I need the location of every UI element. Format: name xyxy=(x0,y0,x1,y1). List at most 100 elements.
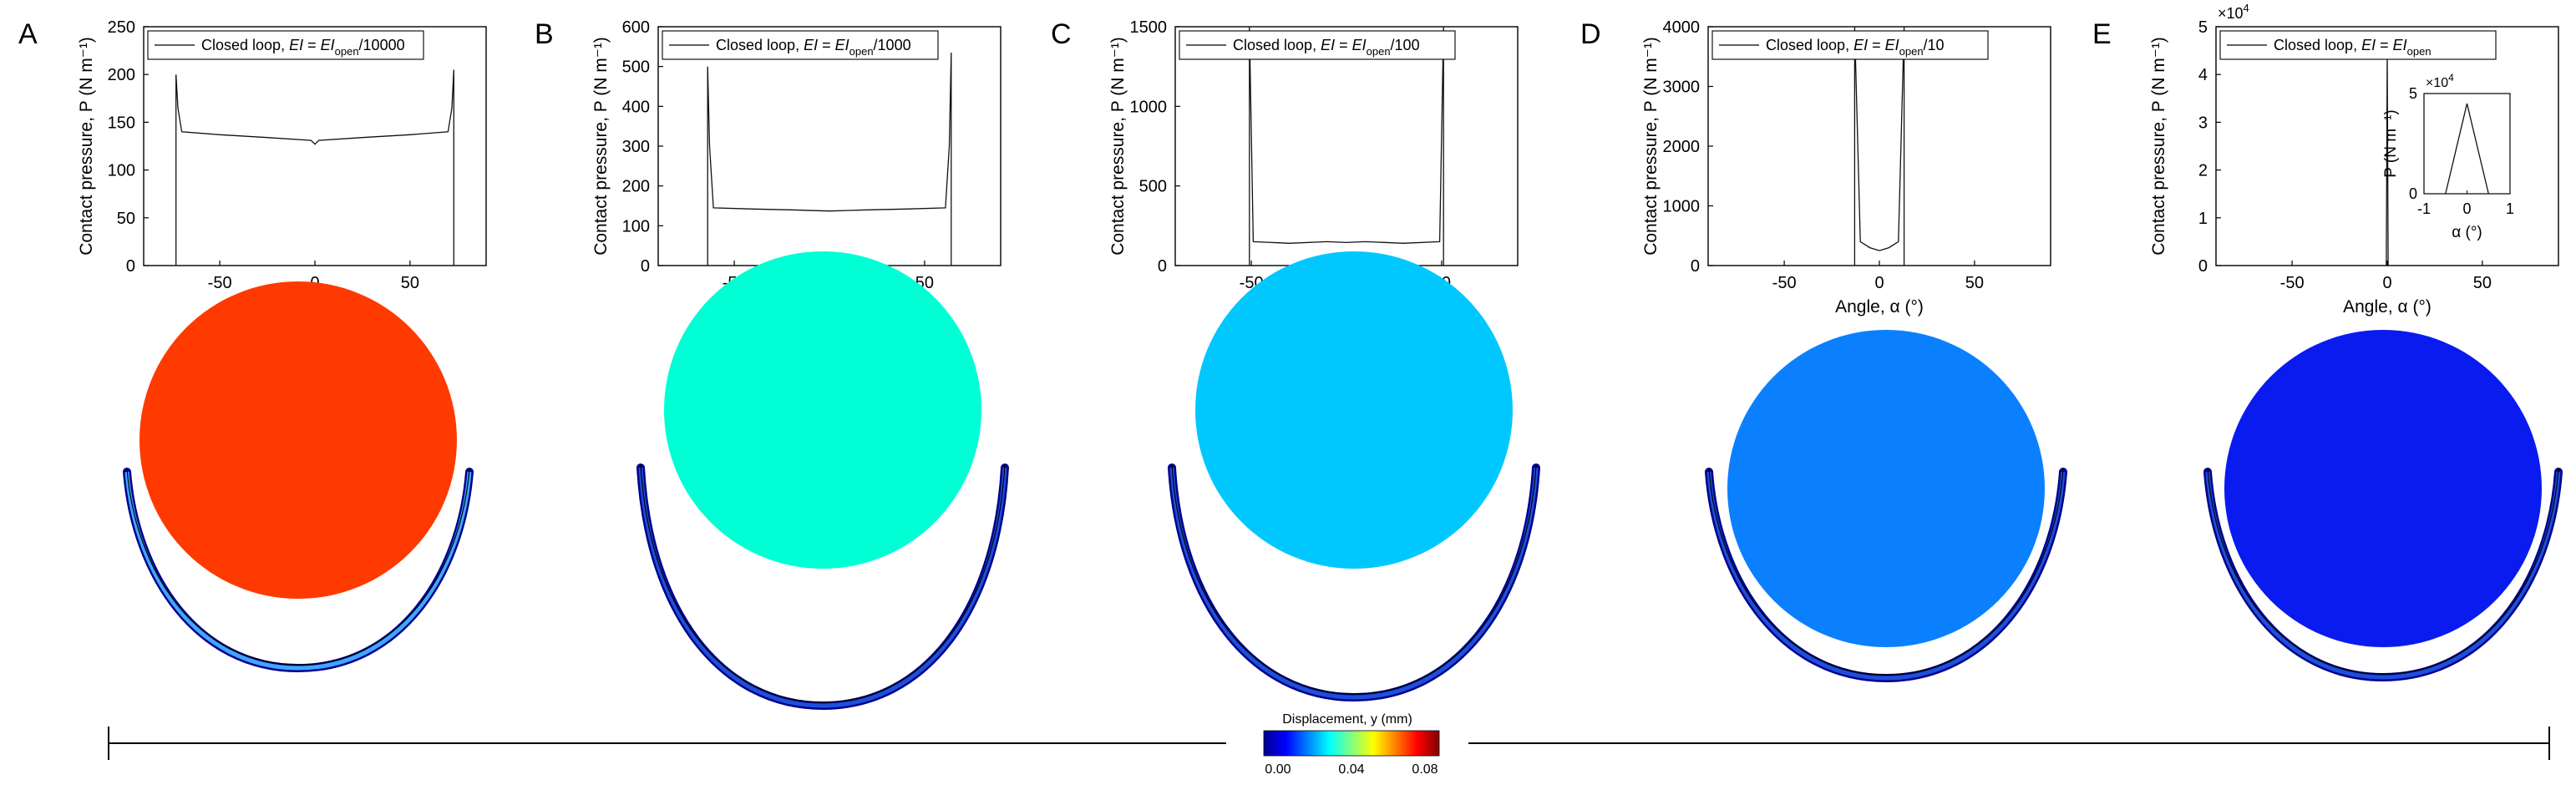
disk xyxy=(2224,330,2542,647)
disk xyxy=(664,251,981,569)
panel-letter: E xyxy=(2092,18,2112,50)
legend-part: /100 xyxy=(1391,37,1420,53)
disk-drawing-B xyxy=(636,251,1009,711)
y-axis-label: Contact pressure, P (N m⁻¹) xyxy=(2149,37,2168,256)
legend-part: EI xyxy=(835,37,849,53)
y-tick-label: 1000 xyxy=(1130,98,1168,116)
disk-drawing-D xyxy=(1705,330,2067,683)
legend: Closed loop, EI = EIopen/10 xyxy=(1711,30,1989,60)
y-tick-label: 400 xyxy=(622,98,650,116)
data-line-D xyxy=(1853,26,1905,266)
x-tick-label: 50 xyxy=(401,274,419,292)
y-tick-label: 600 xyxy=(622,18,650,37)
disk-drawing-E xyxy=(2203,330,2563,682)
legend-part: Closed loop, xyxy=(716,37,804,53)
y-tick-label: 500 xyxy=(1139,178,1167,196)
legend-part: EI xyxy=(2393,37,2407,53)
colorbar-tick-label: 0.04 xyxy=(1338,762,1364,777)
legend-label: Closed loop, EI = EIopen/1000 xyxy=(716,37,911,58)
trough-edge xyxy=(2207,468,2559,675)
x-tick-label: 50 xyxy=(2473,274,2492,292)
y-tick-label: 0 xyxy=(1691,257,1700,276)
panel-letter: B xyxy=(535,18,554,50)
data-line-B xyxy=(707,52,952,266)
legend-part: EI xyxy=(289,37,303,53)
inset-x-label: α (°) xyxy=(2452,224,2482,241)
inset-multiplier-exp: 4 xyxy=(2448,72,2454,84)
panel-D: D 0 1000 2000 3000 4000 -50 0 50 Angle, α (°) Cont… xyxy=(1580,18,2051,317)
x-axis-label: Angle, α (°) xyxy=(2343,297,2431,317)
legend-part: EI xyxy=(1853,37,1868,53)
inset-multiplier: ×104 xyxy=(2426,72,2454,90)
legend: Closed loop, EI = EIopen/100 xyxy=(1179,30,1456,60)
x-tick-label: -50 xyxy=(1772,274,1797,292)
y-axis-label: Contact pressure, P (N m⁻¹) xyxy=(1641,37,1661,256)
y-tick-label: 0 xyxy=(126,257,135,276)
trough-inner xyxy=(1169,467,1539,700)
y-axis-label: Contact pressure, P (N m⁻¹) xyxy=(1108,37,1128,256)
panel-letter: A xyxy=(18,18,38,50)
legend-part: = xyxy=(2376,37,2393,53)
y-tick-label: 2000 xyxy=(1663,138,1701,156)
legend-part: EI xyxy=(2361,37,2376,53)
legend-part: Closed loop, xyxy=(1233,37,1321,53)
legend-part: /10 xyxy=(1924,37,1945,53)
disk xyxy=(1195,251,1513,569)
inset-line xyxy=(2445,103,2489,195)
data-line-A xyxy=(175,69,454,266)
y-tick-label: 300 xyxy=(622,138,650,156)
y-axis-label: Contact pressure, P (N m⁻¹) xyxy=(77,37,96,256)
trough-inner xyxy=(124,471,472,671)
legend-part: EI xyxy=(1321,37,1335,53)
disk xyxy=(139,281,457,599)
legend-part: Closed loop, xyxy=(2274,37,2361,53)
colorbar-tick-label: 0.08 xyxy=(1412,762,1438,777)
legend-part: Closed loop, xyxy=(201,37,289,53)
legend-part: = xyxy=(1335,37,1352,53)
x-tick-label: 50 xyxy=(1965,274,1984,292)
legend-part: /1000 xyxy=(874,37,911,53)
y-multiplier-exp: 4 xyxy=(2244,2,2249,14)
y-tick-label: 0 xyxy=(2198,257,2208,276)
y-tick-label: 1 xyxy=(2198,210,2208,228)
legend-label: Closed loop, EI = EIopen/100 xyxy=(1233,37,1420,58)
x-tick-label: -50 xyxy=(208,274,232,292)
colorbar-tick-label: 0.00 xyxy=(1265,762,1291,777)
data-line-C xyxy=(1249,26,1444,266)
legend-part: = xyxy=(303,37,321,53)
legend-part: EI xyxy=(1352,37,1367,53)
trough-edge xyxy=(1171,463,1537,695)
inset-x-tick-label: 0 xyxy=(2462,200,2471,217)
trough-edge xyxy=(640,463,1006,703)
y-tick-label: 1000 xyxy=(1663,198,1701,216)
axes-box xyxy=(1707,26,2051,266)
y-tick-label: 4000 xyxy=(1663,18,1701,37)
inset: 05-1 0 1α (°)P (N m⁻¹)×104 xyxy=(2382,72,2514,241)
legend: Closed loop, EI = EIopen/1000 xyxy=(662,30,939,60)
y-tick-label: 0 xyxy=(1158,257,1167,276)
x-tick-label: 0 xyxy=(2382,274,2391,292)
inset-box xyxy=(2423,93,2511,195)
legend-sub: open xyxy=(2407,45,2431,58)
x-axis-label: Angle, α (°) xyxy=(1835,297,1924,317)
trough-inner xyxy=(638,467,1007,708)
legend-part: EI xyxy=(804,37,818,53)
panel-letter: D xyxy=(1580,18,1601,50)
legend: Closed loop, EI = EIopen/10000 xyxy=(147,30,424,60)
y-tick-label: 200 xyxy=(622,178,650,196)
y-tick-label: 1500 xyxy=(1130,18,1168,37)
y-tick-label: 4 xyxy=(2198,66,2208,84)
y-tick-label: 100 xyxy=(622,217,650,235)
y-tick-label: 0 xyxy=(641,257,650,276)
axes-box xyxy=(1174,26,1519,266)
y-axis-label: Contact pressure, P (N m⁻¹) xyxy=(591,37,611,256)
legend-part: EI xyxy=(321,37,335,53)
y-tick-label: 500 xyxy=(622,58,650,77)
inset-y-tick-label: 5 xyxy=(2409,85,2417,102)
inset-x-tick-label: 1 xyxy=(2506,200,2514,217)
axes-box xyxy=(143,26,487,266)
legend-part: Closed loop, xyxy=(1766,37,1853,53)
